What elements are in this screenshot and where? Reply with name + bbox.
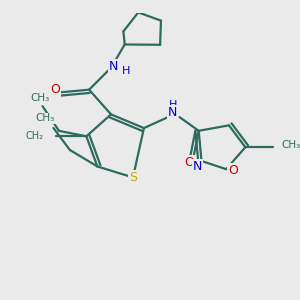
Text: N: N bbox=[193, 160, 202, 173]
Text: H: H bbox=[169, 100, 177, 110]
Text: O: O bbox=[50, 83, 60, 96]
Text: O: O bbox=[184, 156, 194, 169]
Text: O: O bbox=[228, 164, 238, 177]
Text: CH₃: CH₃ bbox=[281, 140, 300, 149]
Text: S: S bbox=[129, 171, 137, 184]
Text: CH₃: CH₃ bbox=[36, 113, 55, 124]
Text: N: N bbox=[168, 106, 177, 119]
Text: CH₂: CH₂ bbox=[26, 131, 44, 141]
Text: N: N bbox=[109, 60, 119, 73]
Text: H: H bbox=[122, 65, 130, 76]
Text: CH₃: CH₃ bbox=[30, 93, 50, 103]
